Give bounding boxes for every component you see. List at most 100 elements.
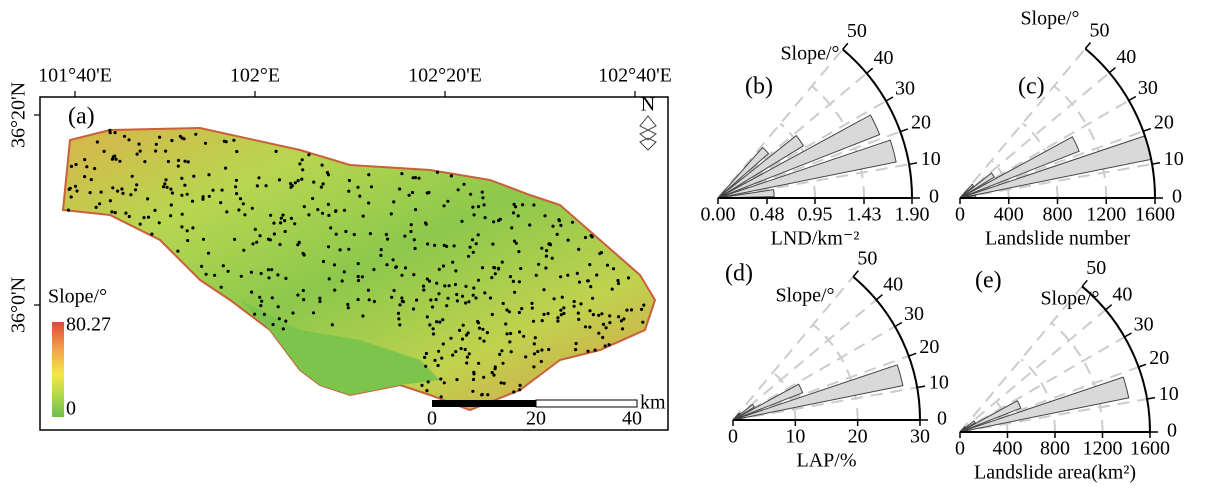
landslide-dot bbox=[595, 273, 599, 277]
landslide-dot bbox=[428, 323, 432, 327]
landslide-dot bbox=[279, 221, 283, 225]
landslide-dot bbox=[531, 319, 536, 323]
landslide-dot bbox=[455, 299, 459, 303]
landslide-dot bbox=[616, 281, 621, 286]
landslide-dot bbox=[201, 195, 205, 199]
landslide-dot bbox=[356, 278, 361, 283]
landslide-dot bbox=[577, 247, 581, 251]
landslide-dot bbox=[320, 211, 325, 215]
landslide-dot bbox=[319, 185, 323, 189]
landslide-dot bbox=[278, 242, 282, 247]
landslide-dot bbox=[413, 176, 417, 180]
landslide-dot bbox=[89, 178, 93, 182]
landslide-dot bbox=[185, 229, 189, 233]
radial-label: LAP/% bbox=[797, 450, 857, 472]
angle-tick bbox=[908, 162, 918, 166]
angle-axis bbox=[842, 48, 913, 199]
landslide-dot bbox=[367, 298, 371, 302]
landslide-dot bbox=[420, 383, 424, 387]
lon-label: 102°E bbox=[230, 65, 280, 87]
angle-tick bbox=[852, 270, 859, 278]
landslide-dot bbox=[262, 312, 266, 316]
wedge bbox=[732, 403, 755, 421]
angle-tick-label: 30 bbox=[895, 78, 915, 100]
grid-ray bbox=[959, 366, 1139, 433]
scale-bar bbox=[432, 400, 536, 407]
landslide-dot bbox=[154, 149, 158, 153]
angle-tick bbox=[885, 96, 894, 102]
landslide-dot bbox=[291, 311, 295, 315]
landslide-dot bbox=[400, 299, 404, 303]
landslide-dot bbox=[253, 227, 257, 231]
landslide-dot bbox=[534, 273, 538, 277]
lon-label: 102°20'E bbox=[408, 65, 482, 87]
landslide-dot bbox=[414, 208, 418, 212]
landslide-dot bbox=[510, 226, 514, 230]
grid-ray bbox=[959, 130, 1144, 199]
landslide-dot bbox=[88, 191, 92, 195]
landslide-dot bbox=[296, 179, 300, 183]
landslide-dot bbox=[108, 131, 112, 135]
landslide-dot bbox=[471, 250, 475, 254]
landslide-dot bbox=[398, 187, 402, 191]
radial-tick-label: 400 bbox=[994, 204, 1024, 226]
landslide-dot bbox=[318, 296, 322, 300]
landslide-dot bbox=[461, 323, 465, 327]
landslide-dot bbox=[472, 213, 476, 217]
landslide-dot bbox=[98, 202, 102, 206]
landslide-dot bbox=[559, 308, 563, 312]
landslide-dot bbox=[114, 157, 118, 161]
landslide-dot bbox=[505, 332, 509, 336]
radial-tick-label: 30 bbox=[910, 426, 930, 448]
landslide-dot bbox=[492, 373, 496, 377]
radial-tick-label: 1600 bbox=[1135, 204, 1175, 226]
landslide-dot bbox=[437, 349, 441, 353]
landslide-dot bbox=[547, 347, 551, 352]
wedge bbox=[732, 383, 804, 421]
landslide-dot bbox=[259, 271, 263, 276]
radial-label: LND/km⁻² bbox=[771, 228, 860, 250]
angle-tick bbox=[1151, 162, 1161, 165]
radial-label: Landslide number bbox=[985, 228, 1130, 250]
legend-min: 0 bbox=[66, 398, 76, 420]
landslide-dot bbox=[472, 286, 476, 290]
landslide-dot bbox=[532, 203, 536, 207]
landslide-dot bbox=[557, 219, 562, 223]
landslide-dot bbox=[272, 221, 276, 225]
landslide-dot bbox=[436, 363, 440, 368]
panel-label: (d) bbox=[725, 261, 753, 287]
angle-tick bbox=[875, 294, 883, 301]
landslide-dot bbox=[85, 165, 89, 169]
landslide-dot bbox=[204, 272, 208, 276]
landslide-dot bbox=[415, 298, 419, 302]
landslide-dot bbox=[586, 349, 590, 353]
landslide-dot bbox=[476, 205, 481, 209]
landslide-dot bbox=[508, 275, 513, 279]
grid-ray bbox=[959, 71, 1111, 199]
wedge bbox=[959, 425, 967, 433]
landslide-dot bbox=[347, 178, 351, 183]
landslide-dot bbox=[559, 313, 563, 317]
angle-tick bbox=[894, 321, 903, 328]
landslide-dot bbox=[407, 193, 411, 197]
landslide-dot bbox=[583, 235, 588, 240]
landslide-dot bbox=[392, 288, 396, 293]
wedge bbox=[717, 139, 897, 199]
landslide-dot bbox=[274, 149, 278, 153]
wedge bbox=[959, 183, 975, 199]
angle-axis bbox=[1084, 47, 1156, 199]
grid-arc bbox=[1053, 85, 1108, 199]
landslide-dot bbox=[491, 242, 495, 246]
landslide-points bbox=[66, 128, 646, 399]
angle-label: Slope/° bbox=[1020, 8, 1079, 30]
landslide-dot bbox=[334, 232, 338, 236]
landslide-dot bbox=[433, 358, 437, 362]
landslide-dot bbox=[225, 210, 229, 214]
landslide-dot bbox=[397, 317, 401, 321]
landslide-dot bbox=[206, 251, 211, 255]
landslide-dot bbox=[452, 244, 456, 248]
landslide-dot bbox=[113, 154, 117, 158]
landslide-dot bbox=[440, 356, 444, 360]
landslide-dot bbox=[400, 172, 404, 176]
